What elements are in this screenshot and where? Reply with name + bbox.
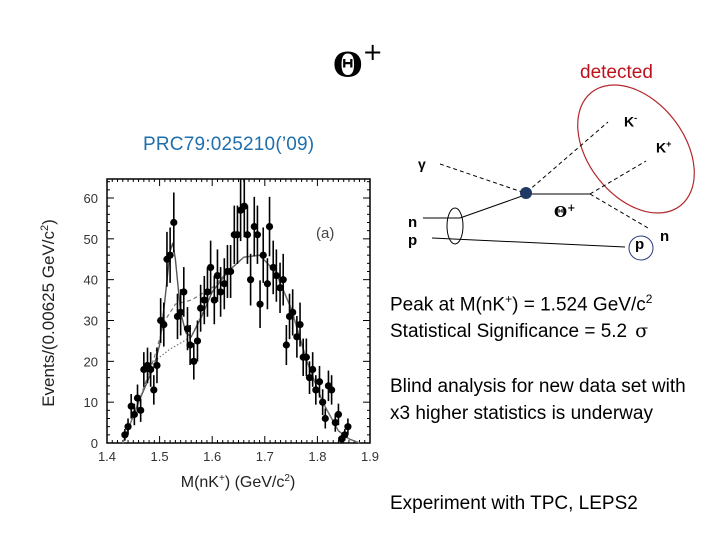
gamma-label: γ [418,156,426,172]
blind-analysis-text: Blind analysis for new data set with x3 … [390,376,686,424]
theta-charge: + [362,38,383,66]
svg-text:1.7: 1.7 [256,449,274,464]
proton-in-label: p [408,232,418,249]
svg-text:1.4: 1.4 [98,449,116,464]
k-minus-track [526,121,609,193]
svg-text:60: 60 [84,191,98,206]
y-axis-label: Events/(0.00625 GeV/c2) [39,219,58,407]
proton-out-label: p [635,236,645,253]
svg-text:0: 0 [91,436,98,451]
proton-line [431,237,626,248]
svg-text:50: 50 [84,232,98,247]
neutron-to-vertex-line [459,194,526,219]
detected-label: detected [580,62,653,83]
proton-circle [628,235,654,261]
chart-axes: 1.4 1.5 1.6 1.7 1.8 1.9 0 10 20 30 40 50 60 [84,178,379,464]
reference-citation: PRC79:025210(’09) [143,134,315,155]
data-points [121,179,352,443]
neutron-out-label: n [660,228,670,245]
svg-text:1.8: 1.8 [308,449,326,464]
x-axis-label: M(nK+) (GeV/c2) [181,473,296,491]
svg-text:10: 10 [84,395,98,410]
theta-symbol: Θ [333,45,363,86]
k-plus-track [589,160,647,195]
results-block: Peak at M(nK+) = 1.524 GeV/c2 Statistica… [390,286,652,345]
svg-text:20: 20 [84,354,98,369]
svg-text:1.9: 1.9 [361,449,379,464]
theta-label: Θ+ [554,203,576,221]
neutron-in-label: n [408,214,418,231]
k-minus-label: K- [624,113,638,130]
detection-ellipse [577,84,695,214]
panel-label: (a) [316,225,334,242]
deuteron-ellipse [446,207,464,245]
interaction-vertex [520,187,532,199]
gamma-line [439,163,526,194]
peak-mass-text: Peak at M(nK+) = 1.524 GeV/c2 [390,292,653,316]
neutron-out-track [589,193,649,229]
svg-text:30: 30 [84,314,98,329]
svg-text:40: 40 [84,273,98,288]
theta-plus-title: Θ+ [333,40,383,86]
svg-text:1.6: 1.6 [203,449,221,464]
svg-text:1.5: 1.5 [151,449,169,464]
significance-text: Statistical Significance = 5.2 σ [390,320,649,343]
experiment-text: Experiment with TPC, LEPS2 [390,493,638,514]
fit-curves [122,242,360,444]
k-plus-label: K+ [656,139,672,156]
